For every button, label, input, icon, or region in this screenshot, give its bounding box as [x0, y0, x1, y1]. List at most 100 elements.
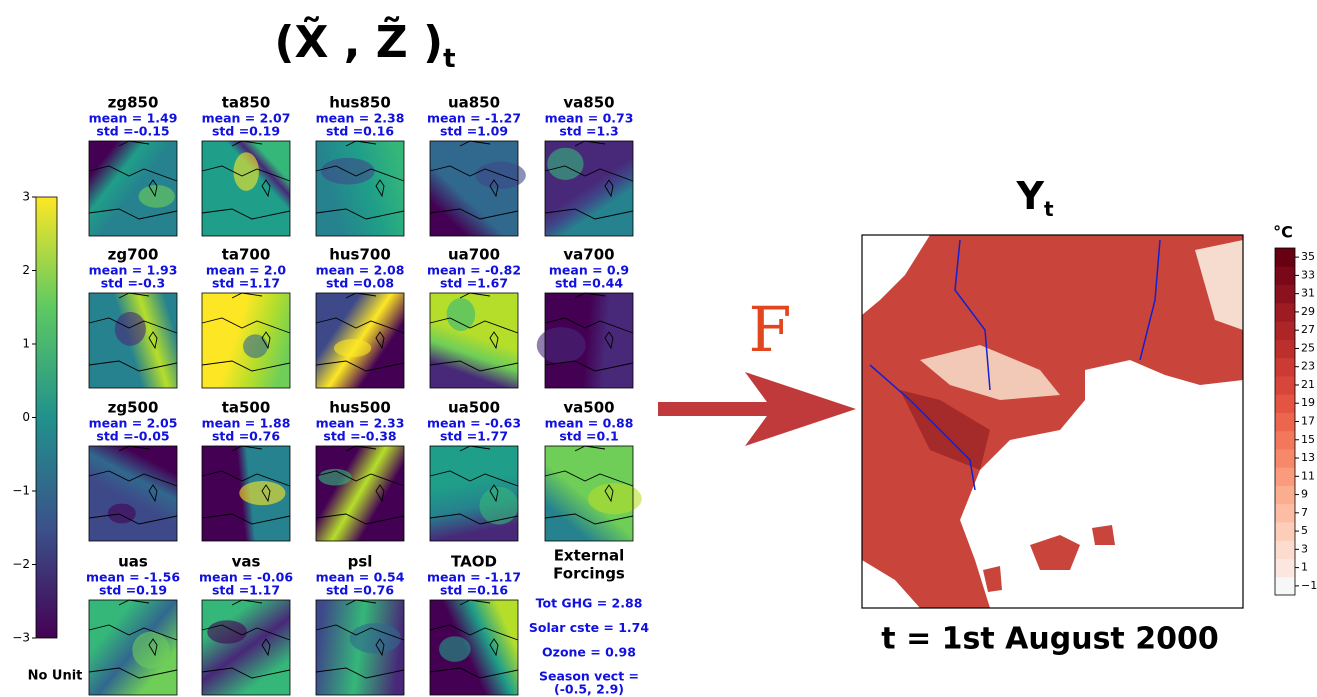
- panel-coast: [544, 445, 634, 525]
- arrow-head: [745, 372, 856, 446]
- panel-mean: mean = 1.93: [89, 263, 178, 278]
- panel-coast: [544, 292, 634, 372]
- panel-mean: mean = -1.17: [427, 570, 521, 585]
- panel-std: std =0.19: [99, 583, 167, 598]
- panel-coast: [201, 445, 291, 525]
- tick-label: 23: [1301, 360, 1315, 373]
- panel-std: std =0.44: [555, 276, 623, 291]
- panel-coast: [315, 292, 405, 372]
- map-rivers: [869, 239, 1161, 491]
- arrow: [658, 372, 856, 446]
- panel-name: va500: [563, 399, 614, 417]
- input-title-sub: t: [443, 44, 455, 74]
- colorbar-block: [1275, 394, 1295, 413]
- forcing-item: Ozone = 0.98: [542, 645, 636, 660]
- panel-mean: mean = 2.38: [316, 111, 405, 126]
- tick-label: 29: [1301, 305, 1315, 318]
- panel-std: std =-0.05: [96, 429, 169, 444]
- panel-name: ua700: [448, 246, 500, 264]
- panel-name: vas: [232, 553, 261, 571]
- panel-mean: mean = -1.56: [86, 570, 180, 585]
- panel-mean: mean = 0.73: [545, 111, 634, 126]
- panel-blob: [138, 184, 175, 208]
- output-title-main: Y: [1015, 174, 1044, 218]
- map-island: [983, 566, 1002, 592]
- panel-name: ta500: [222, 399, 271, 417]
- tick-label: 2: [22, 263, 30, 277]
- panel-coast: [88, 140, 178, 220]
- tick-label: 17: [1301, 415, 1315, 428]
- tick-label: 1: [1301, 561, 1308, 574]
- map-island: [1092, 525, 1115, 545]
- panel-name: zg850: [108, 94, 159, 112]
- colorbar-block: [1275, 467, 1295, 486]
- panel-blob: [547, 147, 584, 181]
- panel-blob: [446, 297, 476, 331]
- panel-blob: [333, 339, 372, 358]
- panel-blob: [479, 486, 519, 525]
- panel-blob: [207, 620, 248, 644]
- panel-mean: mean = 0.88: [545, 416, 634, 431]
- tick-label: 1: [22, 337, 30, 351]
- tick-label: 5: [1301, 524, 1308, 537]
- tick-label: 31: [1301, 287, 1315, 300]
- panel-name: ua500: [448, 399, 500, 417]
- colorbar-block: [1275, 357, 1295, 377]
- panel-blob: [233, 152, 259, 191]
- panel-std: std =-0.3: [101, 276, 166, 291]
- tick-label: 13: [1301, 451, 1315, 464]
- tick-label: −2: [12, 557, 30, 571]
- panel-blob: [536, 327, 586, 364]
- panel-coast: [88, 445, 178, 525]
- panel-frame: [429, 292, 519, 389]
- colorbar-block: [1275, 521, 1295, 541]
- panel-std: std =1.3: [559, 124, 618, 139]
- panel-coast: [201, 599, 291, 679]
- panel-name: psl: [348, 553, 373, 571]
- panel-std: std =0.19: [212, 124, 280, 139]
- panel-mean: mean = 2.08: [316, 263, 405, 278]
- panel-std: std =-0.38: [323, 429, 396, 444]
- panel-name: zg700: [108, 246, 159, 264]
- panel-coast: [315, 445, 405, 525]
- panel-blob: [114, 311, 146, 346]
- panel-name: hus700: [329, 246, 391, 264]
- forcings-title: Forcings: [553, 565, 625, 583]
- panel-coast: [429, 445, 519, 525]
- panel-coast: [429, 292, 519, 372]
- panel-blob: [239, 481, 286, 506]
- panel-frame: [88, 599, 178, 696]
- tick-label: 33: [1301, 268, 1315, 281]
- panel-std: std =0.16: [326, 124, 394, 139]
- colorbar-block: [1275, 412, 1295, 432]
- tick-label: 15: [1301, 433, 1315, 446]
- colorbar-block: [1275, 503, 1295, 523]
- colorbar-block: [1275, 321, 1295, 340]
- panel-std: std =0.08: [326, 276, 394, 291]
- colorbar-block: [1275, 558, 1295, 578]
- panel-mean: mean = -0.06: [199, 570, 293, 585]
- input-colorbar: −3 −2 −1 0 1 2 3: [12, 190, 58, 645]
- colorbar-gradient: [35, 196, 58, 639]
- panel-map: [89, 446, 177, 541]
- tick-label: 19: [1301, 396, 1315, 409]
- panel-mean: mean = -0.82: [427, 263, 521, 278]
- forcing-item: Season vect =: [539, 669, 639, 684]
- panel-coast: [88, 292, 178, 372]
- colorbar-block: [1275, 448, 1295, 468]
- panel-mean: mean = -1.27: [427, 111, 521, 126]
- panel-map: [316, 446, 404, 541]
- panel-frame: [201, 599, 291, 696]
- panel-name: va700: [563, 246, 614, 264]
- map-sea: [862, 560, 920, 608]
- panel-coast: [88, 599, 178, 679]
- forcings-title: External: [554, 547, 625, 565]
- panel-mean: mean = 2.05: [89, 416, 178, 431]
- panel-frame: [544, 140, 634, 237]
- output-title-sub: t: [1044, 197, 1054, 221]
- colorbar-block: [1275, 375, 1295, 395]
- tick-label: −1: [12, 484, 30, 498]
- panel-coast: [315, 599, 405, 679]
- colorbar-block: [1275, 540, 1295, 559]
